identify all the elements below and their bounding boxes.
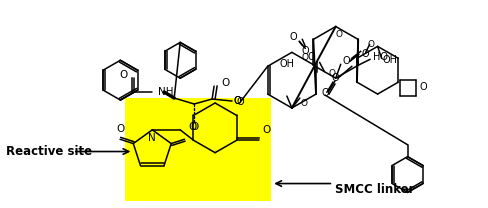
- Text: O: O: [419, 82, 426, 92]
- Text: O: O: [300, 99, 306, 108]
- Text: NH: NH: [158, 87, 173, 97]
- Text: O: O: [233, 96, 241, 106]
- Text: O: O: [289, 32, 297, 42]
- Text: O: O: [330, 73, 338, 83]
- Text: Reactive site: Reactive site: [5, 145, 92, 158]
- Text: O: O: [262, 125, 270, 135]
- Text: SMCC linker: SMCC linker: [334, 183, 413, 196]
- Text: O: O: [321, 88, 328, 98]
- Text: O: O: [335, 30, 342, 39]
- Text: O: O: [361, 49, 369, 59]
- Text: OH: OH: [279, 59, 294, 69]
- Text: HO: HO: [372, 52, 387, 62]
- Text: O: O: [116, 124, 124, 134]
- Text: N: N: [148, 133, 156, 143]
- Text: O: O: [221, 78, 229, 88]
- Text: O: O: [366, 40, 373, 49]
- Text: O: O: [342, 56, 350, 66]
- Text: O: O: [301, 53, 308, 62]
- Bar: [125, 98, 271, 201]
- Text: OH: OH: [382, 55, 397, 65]
- Text: O: O: [188, 122, 196, 132]
- Text: O: O: [301, 46, 308, 56]
- Text: O: O: [327, 69, 335, 78]
- Text: O: O: [190, 122, 198, 132]
- Text: O: O: [307, 52, 315, 62]
- Text: O: O: [236, 97, 243, 107]
- Text: O: O: [119, 70, 127, 80]
- Text: O: O: [232, 96, 241, 106]
